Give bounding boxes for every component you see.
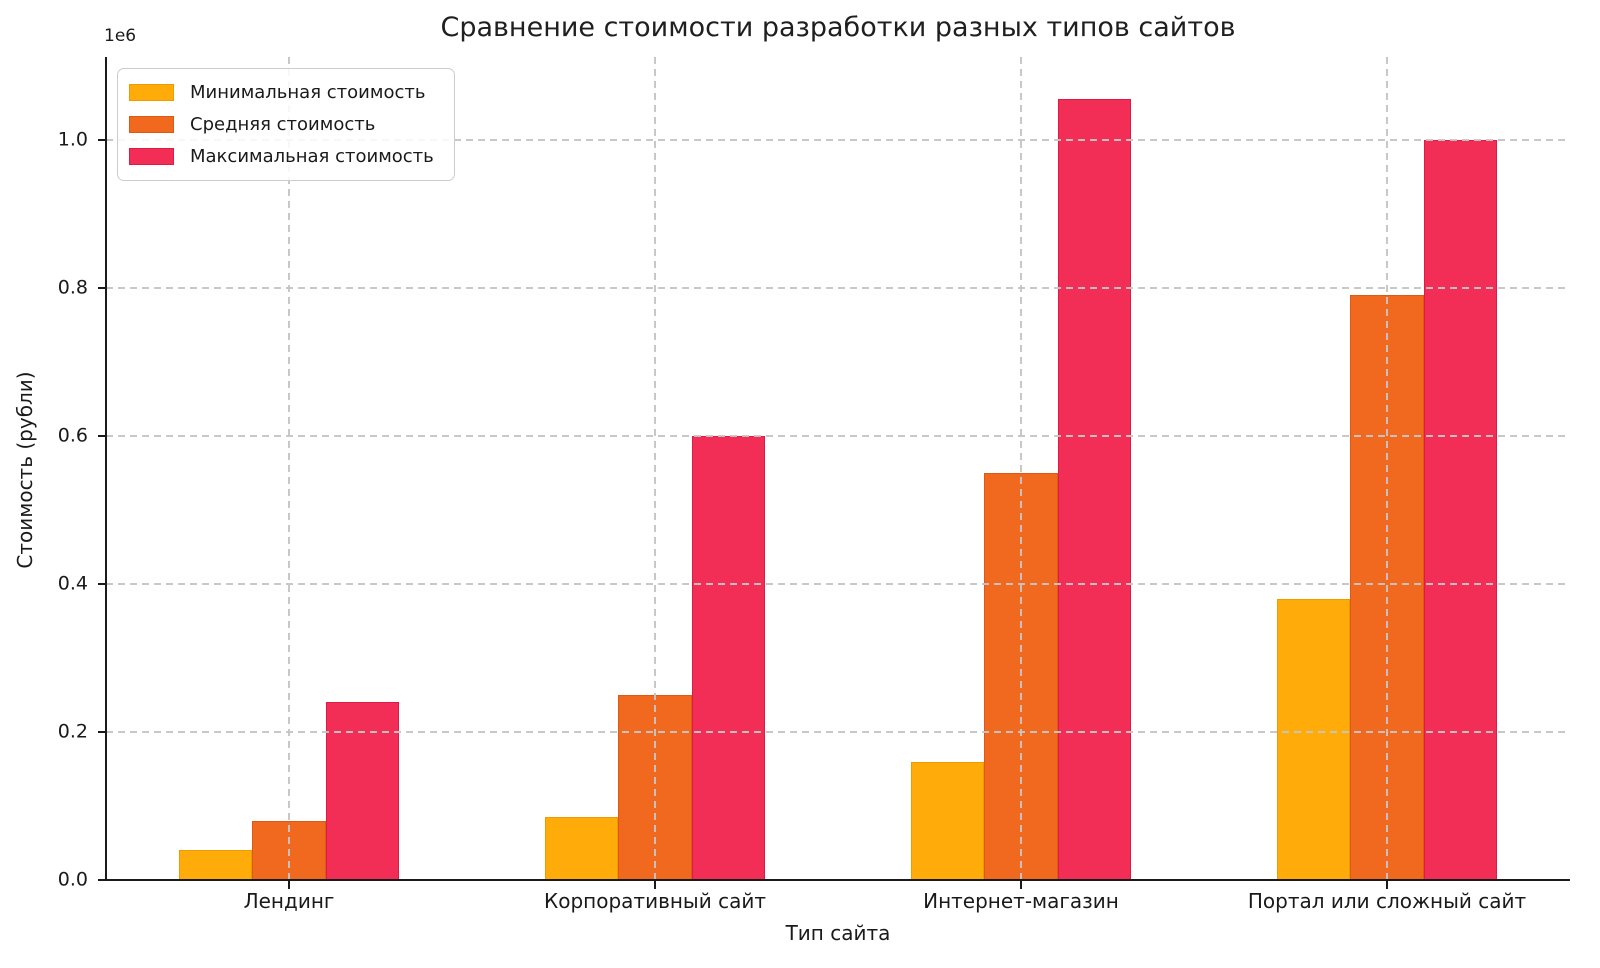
- bar-series2-cat3: [1423, 139, 1497, 880]
- plot-area: Минимальная стоимость Средняя стоимость Ма…: [105, 57, 1570, 881]
- legend-color-swatch-0: [129, 84, 174, 101]
- chart-title: Сравнение стоимости разработки разных ти…: [440, 12, 1236, 43]
- bar-series2-cat1: [691, 435, 765, 880]
- bar-series1-cat2: [984, 472, 1058, 880]
- bar-group-1: [472, 57, 838, 880]
- legend-item-0: Минимальная стоимость: [129, 82, 434, 103]
- bar-series2-cat0: [325, 702, 399, 880]
- x-tick-label-0: Лендинг: [243, 889, 335, 913]
- bar-series1-cat0: [252, 820, 326, 880]
- y-axis-spine: [105, 57, 107, 881]
- legend-color-swatch-1: [129, 116, 174, 133]
- x-tick-label-2: Интернет-магазин: [923, 889, 1119, 913]
- legend-label-0: Минимальная стоимость: [190, 82, 426, 103]
- legend-item-1: Средняя стоимость: [129, 114, 434, 135]
- bar-series2-cat2: [1057, 99, 1131, 880]
- y-tick-label-0.6: 0.6: [57, 424, 88, 447]
- legend-color-swatch-2: [129, 148, 174, 165]
- x-tick-label-1: Корпоративный сайт: [544, 889, 766, 913]
- x-tick-mark-0: [288, 881, 290, 889]
- x-axis-spine: [105, 879, 1570, 881]
- bar-group-2: [838, 57, 1204, 880]
- legend-label-2: Максимальная стоимость: [190, 146, 434, 167]
- legend-item-2: Максимальная стоимость: [129, 146, 434, 167]
- x-tick-mark-2: [1020, 881, 1022, 889]
- legend-label-1: Средняя стоимость: [190, 114, 376, 135]
- x-tick-mark-1: [654, 881, 656, 889]
- y-tick-label-0.2: 0.2: [57, 720, 88, 743]
- y-tick-mark-0.4: [98, 582, 106, 585]
- bar-series1-cat3: [1350, 295, 1424, 880]
- y-tick-mark-0.2: [98, 730, 106, 733]
- y-tick-mark-0.8: [98, 286, 106, 289]
- y-axis-offset-label: 1e6: [104, 26, 137, 46]
- y-tick-mark-0.6: [98, 434, 106, 437]
- y-tick-mark-0.0: [98, 879, 106, 881]
- x-tick-mark-3: [1386, 881, 1388, 889]
- legend: Минимальная стоимость Средняя стоимость Ма…: [117, 68, 455, 181]
- y-tick-label-0.4: 0.4: [57, 572, 88, 595]
- bar-series0-cat3: [1277, 598, 1351, 880]
- x-tick-label-3: Портал или сложный сайт: [1247, 889, 1527, 913]
- bars-layer: [106, 57, 1570, 880]
- bar-series0-cat0: [179, 850, 253, 880]
- y-tick-label-1.0: 1.0: [57, 128, 88, 151]
- y-tick-label-0.0: 0.0: [57, 868, 88, 891]
- x-axis: Лендинг Корпоративный сайт Интернет-магази…: [106, 881, 1570, 921]
- y-tick-mark-1.0: [98, 138, 106, 141]
- x-axis-label: Тип сайта: [785, 921, 891, 945]
- y-tick-label-0.8: 0.8: [57, 276, 88, 299]
- y-axis: 0.0 0.2 0.4 0.6 0.8 1.0: [0, 57, 106, 889]
- bar-group-3: [1204, 57, 1570, 880]
- bar-series0-cat1: [545, 817, 619, 880]
- bar-series1-cat1: [618, 694, 692, 880]
- bar-series0-cat2: [911, 761, 985, 880]
